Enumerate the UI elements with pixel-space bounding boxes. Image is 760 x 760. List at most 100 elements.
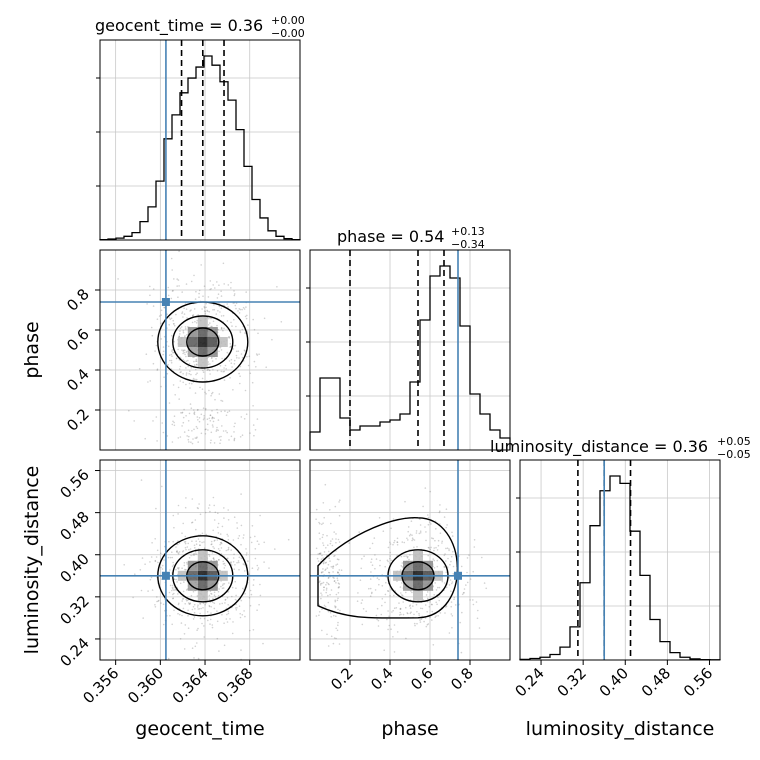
sample-point <box>240 493 242 495</box>
sample-point <box>193 360 195 363</box>
sample-point <box>462 592 465 594</box>
sample-point <box>247 324 249 326</box>
sample-point <box>318 552 321 555</box>
sample-point <box>419 619 421 621</box>
density-cell <box>423 580 433 591</box>
sample-point <box>244 315 247 318</box>
sample-point <box>358 531 361 533</box>
sample-point <box>473 539 476 541</box>
sample-point <box>183 562 186 564</box>
sample-point <box>236 607 238 609</box>
sample-point <box>405 637 407 640</box>
sample-point <box>206 369 209 372</box>
sample-point <box>175 313 177 316</box>
sample-point <box>202 607 204 609</box>
sample-point <box>168 317 171 319</box>
sample-point <box>211 424 214 426</box>
sample-point <box>255 353 258 355</box>
sample-point <box>206 309 208 312</box>
sample-point <box>249 536 252 539</box>
sample-point <box>218 284 220 287</box>
sample-point <box>170 362 173 364</box>
sample-point <box>253 328 256 331</box>
sample-point <box>330 540 332 542</box>
sample-point <box>147 590 149 592</box>
sample-point <box>335 637 337 640</box>
sample-point <box>222 262 225 265</box>
sample-point <box>151 589 154 591</box>
sample-point <box>213 519 216 521</box>
sample-point <box>318 532 321 534</box>
sample-point <box>419 518 421 520</box>
sample-point <box>337 586 340 589</box>
sample-point <box>227 591 230 593</box>
sample-point <box>180 622 183 624</box>
sample-point <box>328 557 331 560</box>
sample-point <box>389 557 391 560</box>
sample-point <box>248 355 251 358</box>
sample-point <box>441 540 444 543</box>
sample-point <box>189 548 192 550</box>
sample-point <box>203 547 206 549</box>
sample-point <box>319 553 322 555</box>
sample-point <box>363 555 365 557</box>
sample-point <box>156 600 158 603</box>
sample-point <box>454 604 457 606</box>
sample-point <box>218 650 220 652</box>
sample-point <box>222 370 224 373</box>
density-cell <box>197 327 208 337</box>
sample-point <box>195 360 197 362</box>
sample-point <box>205 428 207 431</box>
sample-point <box>168 324 170 326</box>
sample-point <box>433 567 436 569</box>
sample-point <box>195 540 197 542</box>
sample-point <box>209 420 212 422</box>
sample-point <box>326 581 328 584</box>
sample-point <box>216 369 219 372</box>
sample-point <box>209 322 211 324</box>
sample-point <box>173 609 175 612</box>
sample-point <box>399 608 402 610</box>
sample-point <box>190 407 193 410</box>
sample-point <box>321 594 323 596</box>
sample-point <box>191 321 194 324</box>
sample-point <box>393 607 396 609</box>
sample-point <box>233 425 235 428</box>
sample-point <box>209 618 212 621</box>
sample-point <box>181 312 183 315</box>
sample-point <box>468 554 470 556</box>
sample-point <box>218 558 220 561</box>
ytick-label-luminosity_distance: 0.56 <box>56 466 92 502</box>
sample-point <box>437 615 439 617</box>
sample-point <box>426 597 429 600</box>
sample-point <box>216 324 218 327</box>
sample-point <box>369 547 371 550</box>
sample-point <box>216 539 219 541</box>
sample-point <box>188 548 190 551</box>
sample-point <box>225 607 228 610</box>
sample-point <box>144 437 146 440</box>
sample-point <box>431 619 433 621</box>
sample-point <box>199 617 202 620</box>
sample-point <box>226 431 228 434</box>
xtick-label-phase: 0.2 <box>327 664 357 694</box>
sample-point <box>340 569 343 571</box>
sample-point <box>396 537 399 540</box>
sample-point <box>268 567 270 569</box>
sample-point <box>220 290 222 293</box>
sample-point <box>167 345 170 348</box>
sample-point <box>234 344 237 347</box>
sample-point <box>155 556 158 558</box>
sample-point <box>427 514 429 516</box>
sample-point <box>133 420 135 422</box>
sample-point <box>472 570 475 573</box>
sample-point <box>256 418 259 420</box>
sample-point <box>199 513 202 516</box>
sample-point <box>336 563 339 565</box>
sample-point <box>389 562 391 564</box>
sample-point <box>201 377 204 380</box>
sample-point <box>231 366 233 368</box>
sample-point <box>213 607 216 610</box>
sample-point <box>195 425 198 428</box>
sample-point <box>189 403 192 405</box>
